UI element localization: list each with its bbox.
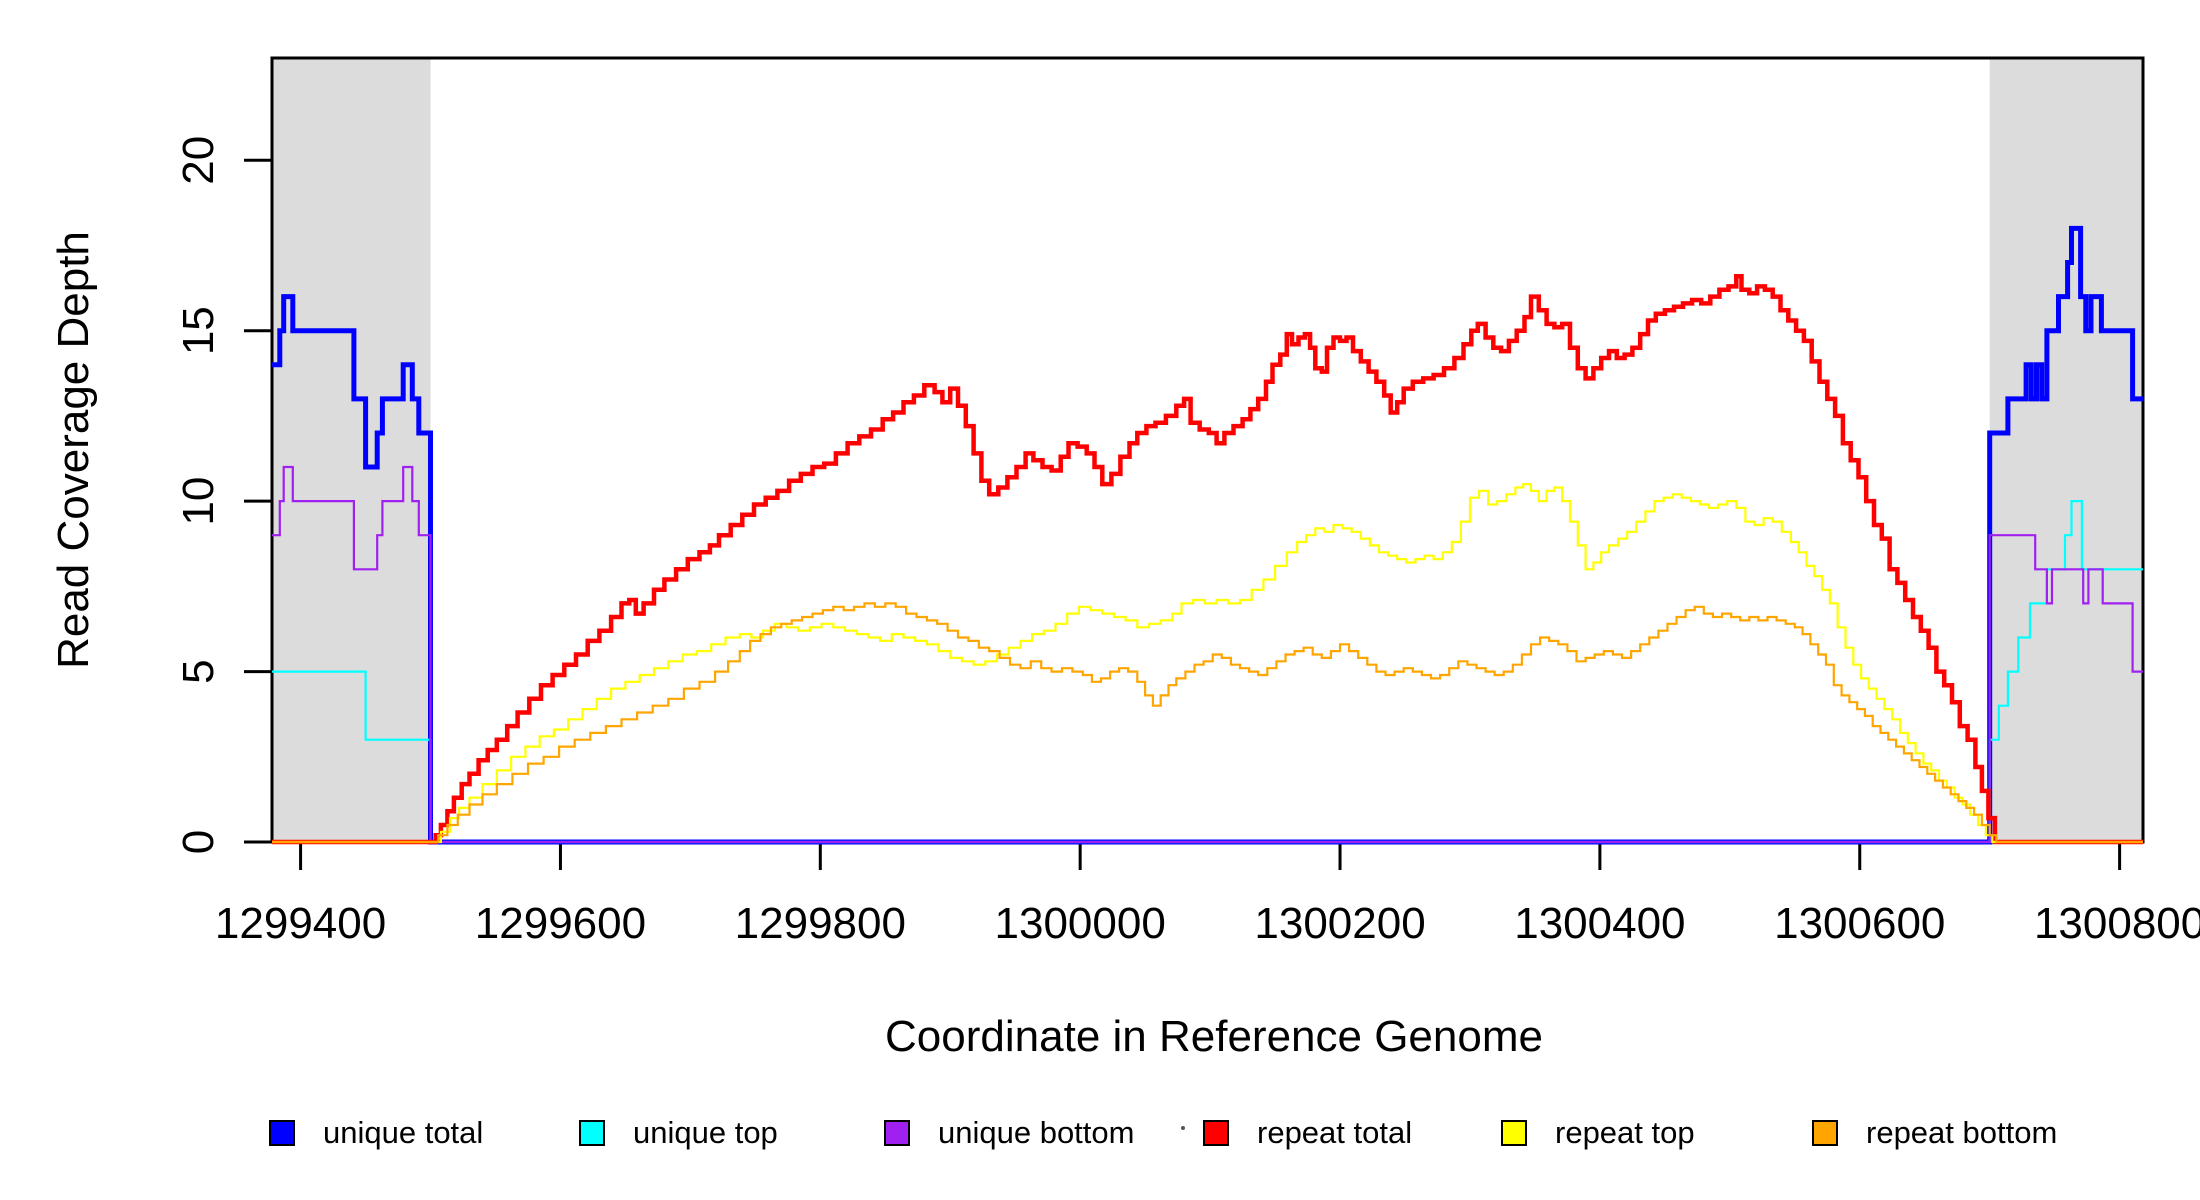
x-tick-label: 1300400: [1514, 899, 1685, 948]
series-layer: [272, 225, 2143, 845]
series-unique-bottom: [272, 465, 2143, 844]
series-repeat-total: [272, 273, 2143, 845]
series-repeat-top: [272, 483, 2143, 844]
series-unique-total: [272, 225, 2143, 845]
y-tick-label: 10: [174, 477, 223, 526]
plot-frame-layer: [270, 56, 2145, 844]
y-tick-label: 15: [174, 306, 223, 355]
x-axis-title: Coordinate in Reference Genome: [885, 1012, 1543, 1061]
x-tick-label: 1299600: [475, 899, 646, 948]
shaded-regions-layer: [272, 58, 2143, 842]
x-tick-label: 1300000: [995, 899, 1166, 948]
shaded-region: [272, 58, 431, 842]
x-tick-label: 1300800: [2034, 899, 2200, 948]
y-tick-label: 20: [174, 136, 223, 185]
y-tick-label: 0: [174, 830, 223, 854]
x-tick-label: 1300200: [1254, 899, 1425, 948]
axes-layer: 1299400 1299600 1299800 1300000 1300200 13004…: [174, 136, 2200, 948]
stray-dot-artifact: [1181, 1126, 1185, 1130]
series-unique-top: [272, 500, 2143, 844]
series-repeat-bottom: [272, 602, 2143, 844]
x-tick-label: 1300600: [1774, 899, 1945, 948]
x-tick-label: 1299800: [735, 899, 906, 948]
x-tick-label: 1299400: [215, 899, 386, 948]
shaded-region: [1989, 58, 2143, 842]
y-tick-label: 5: [174, 659, 223, 683]
y-axis-title: Read Coverage Depth: [49, 231, 98, 669]
plot-frame: [270, 56, 2145, 844]
